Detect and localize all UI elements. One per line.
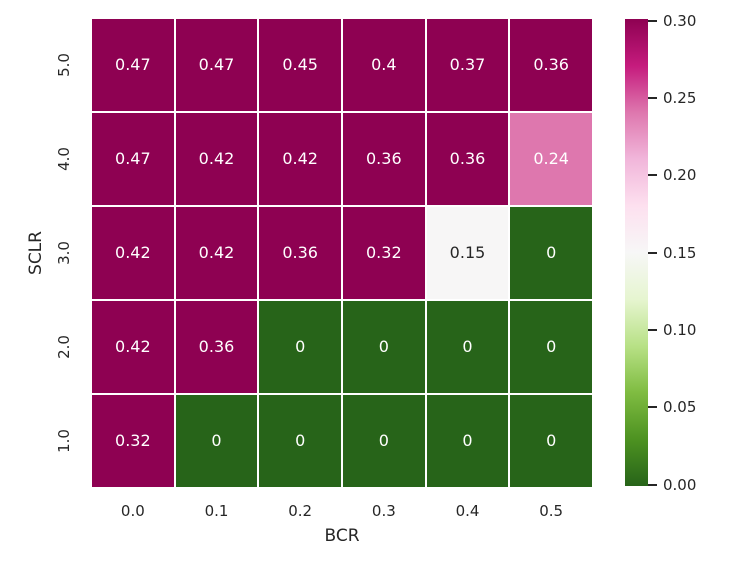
y-axis-label: SCLR — [26, 231, 46, 275]
colorbar-tick-label: 0.20 — [663, 166, 697, 185]
x-tick-label: 0.2 — [288, 502, 313, 520]
heatmap-cell: 0 — [426, 301, 509, 393]
colorbar-tick-mark — [648, 483, 657, 486]
heatmap-cell: 0.36 — [426, 113, 509, 205]
colorbar-tick-label: 0.10 — [663, 320, 697, 339]
heatmap-cell: 0.4 — [342, 19, 425, 111]
heatmap-cell: 0 — [510, 207, 592, 299]
cell-value: 0.47 — [115, 149, 151, 168]
cell-value: 0.36 — [198, 337, 235, 356]
cell-value: 0.36 — [366, 149, 402, 168]
y-tick-label: 4.0 — [55, 147, 73, 171]
heatmap-cell: 0.36 — [342, 113, 425, 205]
cell-value: 0.24 — [533, 149, 569, 168]
x-tick-label: 0.4 — [455, 502, 480, 520]
cell-value: 0 — [462, 431, 473, 450]
cell-value: 0.32 — [115, 431, 151, 450]
heatmap-cell: 0 — [342, 301, 425, 393]
cell-value: 0 — [295, 431, 306, 450]
x-tick-label: 0.0 — [120, 502, 145, 520]
cell-value: 0.42 — [115, 337, 151, 356]
heatmap-cell: 0 — [259, 395, 341, 487]
cell-value: 0.36 — [533, 55, 569, 74]
y-tick-label: 3.0 — [55, 241, 73, 265]
colorbar-tick-mark — [648, 251, 657, 254]
heatmap-cell: 0.36 — [510, 19, 592, 111]
heatmap-cell: 0.37 — [426, 19, 509, 111]
colorbar-tick-mark — [648, 328, 657, 331]
heatmap-cell: 0.32 — [92, 395, 174, 487]
heatmap-cell: 0.32 — [342, 207, 425, 299]
heatmap-cell: 0.42 — [175, 207, 258, 299]
cell-value: 0 — [378, 337, 389, 356]
heatmap-cell: 0 — [259, 301, 341, 393]
y-tick-label: 2.0 — [55, 335, 73, 359]
y-tick-label: 5.0 — [55, 53, 73, 77]
heatmap-cell: 0.42 — [92, 207, 174, 299]
cell-value: 0 — [462, 337, 473, 356]
cell-value: 0.36 — [282, 243, 318, 262]
cell-value: 0.47 — [198, 55, 235, 74]
heatmap-cell: 0 — [510, 395, 592, 487]
colorbar-tick-mark — [648, 19, 657, 22]
heatmap-cell: 0 — [426, 395, 509, 487]
heatmap-cell: 0.15 — [426, 207, 509, 299]
colorbar-tick-label: 0.05 — [663, 398, 697, 417]
cell-value: 0.32 — [366, 243, 402, 262]
heatmap-cell: 0.42 — [175, 113, 258, 205]
cell-value: 0.37 — [449, 55, 486, 74]
cell-value: 0.42 — [115, 243, 151, 262]
colorbar-tick-mark — [648, 174, 657, 177]
cell-value: 0.36 — [449, 149, 486, 168]
colorbar-tick-mark — [648, 406, 657, 409]
colorbar-tick-mark — [648, 96, 657, 99]
cell-value: 0.42 — [198, 149, 235, 168]
cell-value: 0 — [378, 431, 389, 450]
y-tick-label: 1.0 — [55, 429, 73, 453]
heatmap-cell: 0.45 — [259, 19, 341, 111]
cell-value: 0 — [546, 431, 557, 450]
colorbar-ticks: 0.30 0.25 0.20 0.15 0.10 0.05 0.00 — [648, 12, 736, 494]
cell-value: 0 — [546, 337, 557, 356]
x-tick-label: 0.1 — [204, 502, 229, 520]
x-tick-label: 0.5 — [539, 502, 564, 520]
cell-value: 0.15 — [449, 243, 486, 262]
cell-value: 0 — [546, 243, 557, 262]
heatmap-cell: 0.36 — [259, 207, 341, 299]
colorbar-tick-label: 0.00 — [663, 475, 697, 494]
x-axis-label: BCR — [324, 526, 360, 546]
colorbar-gradient — [625, 19, 648, 486]
heatmap-cell: 0 — [175, 395, 258, 487]
cell-value: 0.4 — [371, 55, 397, 74]
heatmap-cell: 0.42 — [92, 301, 174, 393]
cell-value: 0.42 — [282, 149, 318, 168]
colorbar-tick-label: 0.25 — [663, 88, 697, 107]
heatmap-cell: 0 — [342, 395, 425, 487]
heatmap-cell: 0.24 — [510, 113, 592, 205]
x-tick-label: 0.3 — [371, 502, 396, 520]
heatmap-cell: 0.36 — [175, 301, 258, 393]
heatmap-cell: 0.42 — [259, 113, 341, 205]
heatmap-cell: 0.47 — [175, 19, 258, 111]
cell-value: 0 — [295, 337, 306, 356]
heatmap-cell: 0.47 — [92, 113, 174, 205]
colorbar-tick-label: 0.15 — [663, 243, 697, 262]
heatmap-cell: 0.47 — [92, 19, 174, 111]
cell-value: 0.45 — [282, 55, 318, 74]
cell-value: 0.47 — [115, 55, 151, 74]
heatmap-grid: 0.47 0.47 0.45 0.4 0.37 0.36 0.47 0.42 0.42 0.36 0… — [92, 19, 592, 487]
colorbar-tick-label: 0.30 — [663, 11, 697, 30]
heatmap-cell: 0 — [510, 301, 592, 393]
cell-value: 0 — [211, 431, 222, 450]
cell-value: 0.42 — [198, 243, 235, 262]
